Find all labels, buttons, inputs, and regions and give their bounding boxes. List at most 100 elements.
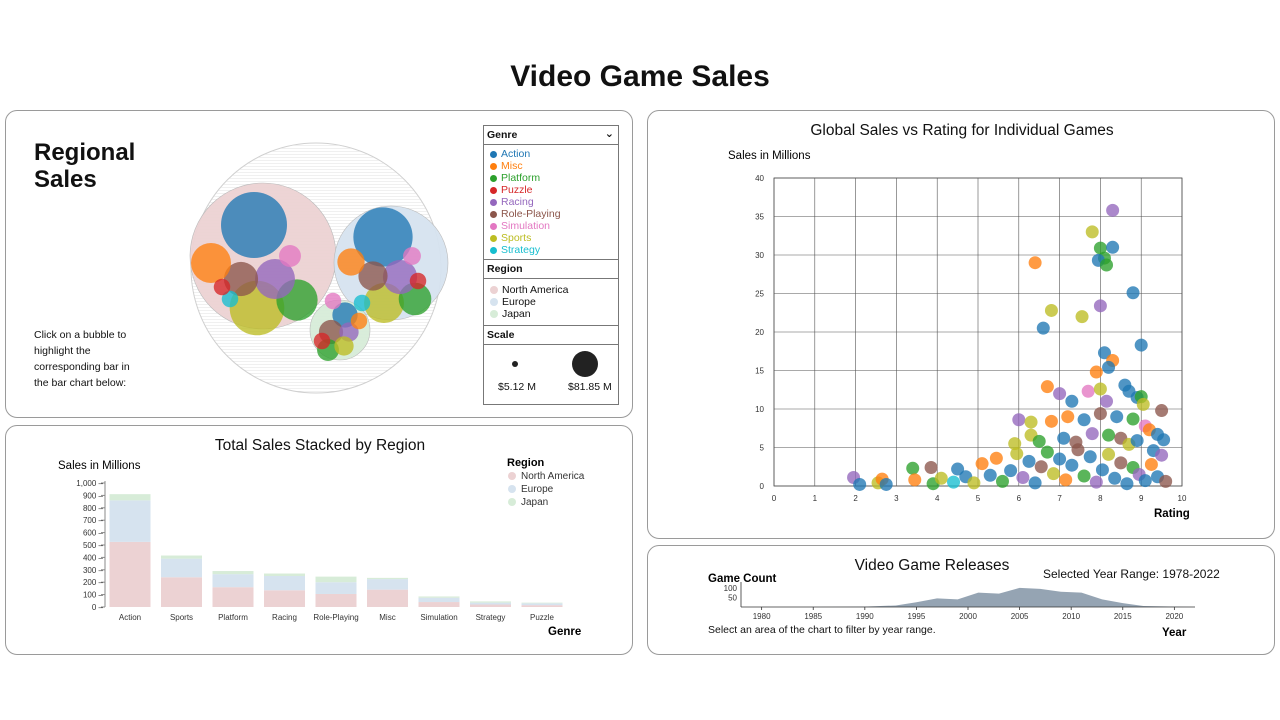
chevron-down-icon[interactable]: ⌄: [604, 128, 614, 140]
genre-bubble-racing[interactable]: [255, 259, 295, 299]
scatter-point-role-playing[interactable]: [1034, 460, 1048, 474]
bar-segment-japan[interactable]: [109, 494, 151, 501]
genre-bubble-role-playing[interactable]: [358, 261, 388, 291]
genre-legend-item-strategy[interactable]: Strategy: [484, 244, 618, 256]
scatter-point-sports[interactable]: [1046, 467, 1060, 481]
scatter-point-role-playing[interactable]: [1114, 456, 1128, 470]
genre-bubble-puzzle[interactable]: [409, 272, 427, 290]
scatter-point-sports[interactable]: [1024, 415, 1038, 429]
scatter-point-racing[interactable]: [1106, 203, 1120, 217]
scatter-point-misc[interactable]: [989, 451, 1003, 465]
genre-legend-item-sports[interactable]: Sports: [484, 232, 618, 244]
bar-segment-japan[interactable]: [315, 576, 357, 583]
genre-legend-item-misc[interactable]: Misc: [484, 160, 618, 172]
scatter-point-action[interactable]: [1102, 360, 1116, 374]
scatter-point-misc[interactable]: [1059, 473, 1073, 487]
scatter-point-platform[interactable]: [906, 461, 920, 475]
scatter-point-role-playing[interactable]: [1071, 443, 1085, 457]
genre-bubble-puzzle[interactable]: [313, 332, 331, 350]
scatter-point-sports[interactable]: [1044, 303, 1058, 317]
bar-segment-north-america[interactable]: [264, 590, 305, 607]
scatter-point-sports[interactable]: [1075, 310, 1089, 324]
genre-legend-item-platform[interactable]: Platform: [484, 172, 618, 184]
bar-segment-europe[interactable]: [367, 579, 408, 590]
genre-bubble-simulation[interactable]: [403, 247, 421, 265]
scatter-point-action[interactable]: [951, 462, 965, 476]
scatter-point-sports[interactable]: [1085, 225, 1099, 239]
scatter-point-action[interactable]: [1053, 452, 1067, 466]
scatter-point-role-playing[interactable]: [1155, 404, 1169, 418]
scatter-point-action[interactable]: [853, 477, 867, 491]
genre-bubble-misc[interactable]: [191, 243, 231, 283]
releases-area[interactable]: [741, 587, 1195, 607]
genre-legend-item-racing[interactable]: Racing: [484, 196, 618, 208]
genre-bubble-simulation[interactable]: [279, 245, 301, 267]
bar-segment-japan[interactable]: [264, 573, 305, 576]
bar-segment-north-america[interactable]: [418, 602, 460, 607]
scatter-point-role-playing[interactable]: [1159, 474, 1173, 488]
scatter-point-action[interactable]: [1004, 464, 1018, 478]
scatter-point-action[interactable]: [1120, 477, 1134, 491]
scatter-point-sports[interactable]: [1010, 447, 1024, 461]
genre-bubble-strategy[interactable]: [353, 294, 371, 312]
scatter-point-misc[interactable]: [975, 457, 989, 471]
scatter-point-action[interactable]: [1077, 413, 1091, 427]
scatter-point-action[interactable]: [1028, 476, 1042, 490]
scatter-point-platform[interactable]: [1126, 412, 1140, 426]
bar-segment-north-america[interactable]: [367, 589, 408, 607]
bar-segment-europe[interactable]: [418, 597, 460, 603]
scatter-point-simulation[interactable]: [1081, 384, 1095, 398]
scatter-point-action[interactable]: [1106, 240, 1120, 254]
scatter-point-platform[interactable]: [1093, 241, 1107, 255]
genre-bubble-role-playing[interactable]: [223, 261, 259, 297]
scatter-point-action[interactable]: [1110, 410, 1124, 424]
scatter-point-sports[interactable]: [1008, 437, 1022, 451]
scatter-point-action[interactable]: [879, 477, 893, 491]
scatter-point-role-playing[interactable]: [924, 461, 938, 475]
scatter-point-misc[interactable]: [1061, 410, 1075, 424]
scatter-point-sports[interactable]: [1136, 397, 1150, 411]
scatter-point-action[interactable]: [1065, 458, 1079, 472]
scatter-point-racing[interactable]: [1093, 299, 1107, 313]
genre-legend-item-puzzle[interactable]: Puzzle: [484, 184, 618, 196]
bar-segment-japan[interactable]: [212, 571, 254, 575]
scatter-point-action[interactable]: [1157, 433, 1171, 447]
genre-legend-item-simulation[interactable]: Simulation: [484, 220, 618, 232]
bar-segment-north-america[interactable]: [521, 605, 563, 607]
scatter-point-racing[interactable]: [1100, 394, 1114, 408]
genre-legend-item-role-playing[interactable]: Role-Playing: [484, 208, 618, 220]
bar-segment-north-america[interactable]: [470, 604, 511, 607]
scatter-point-racing[interactable]: [1012, 413, 1026, 427]
bar-segment-japan[interactable]: [521, 602, 563, 604]
scatter-point-racing[interactable]: [1016, 471, 1030, 485]
bar-segment-europe[interactable]: [470, 602, 511, 605]
scatter-point-platform[interactable]: [1077, 469, 1091, 483]
bar-segment-europe[interactable]: [315, 582, 357, 594]
scatter-point-action[interactable]: [1057, 431, 1071, 445]
bar-segment-north-america[interactable]: [315, 593, 357, 607]
bar-segment-europe[interactable]: [212, 574, 254, 588]
scatter-point-sports[interactable]: [1093, 382, 1107, 396]
bubble-chart[interactable]: [181, 133, 451, 403]
scatter-point-action[interactable]: [1126, 286, 1140, 300]
scatter-point-platform[interactable]: [1102, 428, 1116, 442]
genre-bubble-misc[interactable]: [350, 312, 368, 330]
scatter-point-action[interactable]: [983, 468, 997, 482]
genre-bubble-misc[interactable]: [337, 248, 365, 276]
scatter-point-strategy[interactable]: [947, 475, 961, 489]
bar-segment-japan[interactable]: [367, 577, 408, 580]
scatter-point-misc[interactable]: [1040, 380, 1054, 394]
scatter-point-action[interactable]: [1130, 434, 1144, 448]
genre-legend-header[interactable]: Genre ⌄: [484, 126, 618, 145]
scatter-point-action[interactable]: [1083, 450, 1097, 464]
scatter-point-platform[interactable]: [1032, 434, 1046, 448]
scatter-point-racing[interactable]: [1089, 475, 1103, 489]
scatter-point-sports[interactable]: [1102, 447, 1116, 461]
scatter-point-platform[interactable]: [995, 474, 1009, 488]
scatter-point-action[interactable]: [1022, 454, 1036, 468]
genre-bubble-simulation[interactable]: [324, 292, 342, 310]
scatter-point-misc[interactable]: [1089, 365, 1103, 379]
scatter-point-sports[interactable]: [934, 471, 948, 485]
genre-legend-item-action[interactable]: Action: [484, 148, 618, 160]
